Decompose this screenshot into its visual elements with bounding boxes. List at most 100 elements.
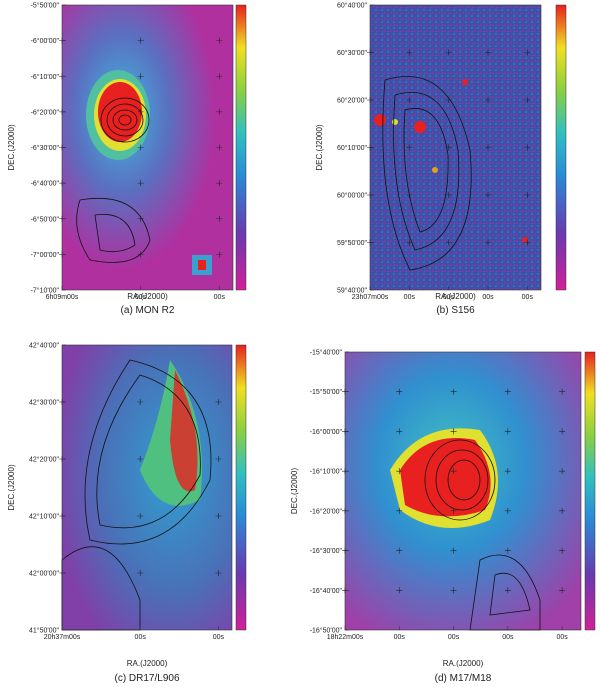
y-axis-label: DEC.(J2000) [290,468,299,515]
y-tick-label: -16°10'00" [310,468,343,476]
grid-cross [137,180,144,187]
y-tick-label: -16°30'00" [310,547,343,555]
y-tick-label: 42°20'00" [29,456,59,464]
grid-cross [216,144,223,151]
y-axis-label: DEC.(J2000) [7,464,16,511]
x-tick-label: 00s [404,294,416,301]
grid-cross [59,570,65,576]
grid-cross [137,513,144,519]
grid-cross [216,180,223,187]
y-tick-label: -7°00'00" [31,251,60,259]
x-tick-label: 00s [394,634,406,641]
grid-cross [450,547,457,554]
y-tick-label: -6°40'00" [31,180,60,188]
grid-cross [504,547,511,554]
grid-cross [367,192,373,198]
grid-cross [59,513,65,519]
grid-cross [445,97,452,103]
y-tick-label: 42°40'00" [29,342,59,350]
x-axis-label: RA.(J2000) [443,659,484,668]
grid-cross [524,192,531,198]
y-tick-label: -6°50'00" [31,215,60,223]
image-c [61,345,232,631]
grid-cross [215,513,222,519]
grid-cross [524,239,531,246]
y-tick-label: -6°30'00" [31,144,60,152]
grid-cross [559,547,566,554]
grid-cross [484,97,491,103]
grid-cross [445,49,452,56]
grid-cross [504,587,511,594]
grid-cross [559,428,566,435]
grid-cross [215,399,222,405]
grid-cross [450,507,457,514]
grid-cross [406,97,413,103]
caption: (b) S156 [436,305,475,316]
x-tick-label: 00s [482,294,494,301]
grid-cross [59,215,65,222]
grid-cross [342,587,348,594]
y-tick-label: -5°50'00" [31,2,60,10]
image-b [370,5,541,290]
colorbar [584,351,596,631]
y-tick-label: 59°50'00" [337,239,367,247]
grid-cross [504,468,511,475]
grid-cross [484,192,491,198]
grid-cross [216,215,223,222]
grid-cross [396,547,403,554]
grid-cross [504,428,511,435]
image-d [345,352,581,631]
grid-cross [137,37,144,44]
grid-cross [504,388,511,395]
colorbar [235,344,247,631]
grid-cross [137,251,144,258]
grid-cross [215,456,222,462]
y-axis-label: DEC.(J2000) [315,124,324,171]
grid-cross [559,507,566,514]
x-axis-label: RA.(J2000) [127,292,168,301]
x-tick-label: 00s [556,634,568,641]
y-tick-label: -15°50'00" [310,388,343,396]
grid-cross [137,108,144,115]
grid-cross [59,456,65,462]
image-a [62,5,233,290]
x-tick-label: 00s [522,294,534,301]
y-tick-label: -16°20'00" [310,507,343,515]
grid-cross [216,251,223,258]
grid-cross [59,180,65,187]
grid-cross [504,507,511,514]
grid-cross [137,215,144,222]
grid-cross [559,587,566,594]
grid-cross [445,192,452,198]
y-tick-label: 60°10'00" [337,144,367,152]
frame [344,351,582,631]
grid-cross [59,399,65,405]
x-tick-label: 00s [135,634,147,641]
y-tick-label: -15°40'00" [310,349,343,357]
grid-cross [450,468,457,475]
y-tick-label: 59°40'00" [337,287,367,295]
grid-cross [342,388,348,395]
y-tick-label: 41°50'00" [29,627,59,635]
x-tick-label: 00s [448,634,460,641]
grid-cross [137,570,144,576]
grid-cross [367,97,373,103]
grid-cross [524,97,531,103]
grid-cross [445,239,452,246]
frame [61,344,233,631]
x-tick-label: 00s [502,634,514,641]
grid-cross [484,239,491,246]
grid-cross [367,144,373,151]
y-tick-label: 60°40'00" [337,2,367,10]
x-tick-label: 00s [443,294,455,301]
y-tick-label: -16°50'00" [310,627,343,635]
x-tick-label: 20h37m00s [44,634,81,641]
y-tick-label: 60°20'00" [337,97,367,105]
caption: (d) M17/M18 [435,673,492,684]
x-tick-label: 23h07m00s [352,294,389,301]
grid-cross [137,456,144,462]
colorbar [235,4,247,291]
grid-cross [342,428,348,435]
grid-cross [484,144,491,151]
y-tick-label: 42°10'00" [29,513,59,521]
